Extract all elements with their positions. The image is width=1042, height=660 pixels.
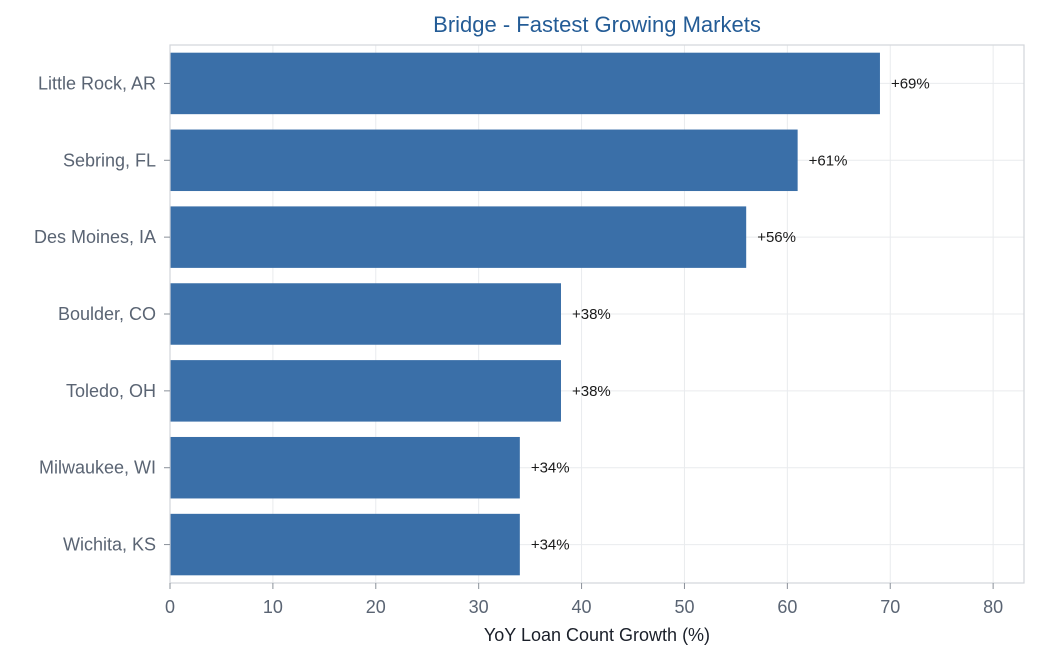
- y-tick-label: Milwaukee, WI: [39, 458, 156, 478]
- bar-value-label: +69%: [891, 75, 930, 92]
- y-tick-label: Des Moines, IA: [34, 227, 156, 247]
- bar-value-label: +34%: [531, 460, 570, 477]
- x-tick-label: 0: [165, 597, 175, 617]
- chart-title: Bridge - Fastest Growing Markets: [433, 12, 761, 37]
- bar: [170, 360, 561, 422]
- bar: [170, 52, 880, 115]
- y-tick-label: Little Rock, AR: [38, 73, 156, 93]
- x-tick-label: 50: [674, 597, 694, 617]
- bar-value-label: +61%: [809, 152, 848, 169]
- bar: [170, 283, 561, 345]
- bars: +69% +61% +56% +38% +38% +34% +34%: [170, 52, 930, 576]
- bar-value-label: +38%: [572, 306, 611, 323]
- x-tick-label: 10: [263, 597, 283, 617]
- x-tick-label: 20: [366, 597, 386, 617]
- x-tick-label: 40: [572, 597, 592, 617]
- bar: [170, 513, 520, 576]
- y-tick-label: Sebring, FL: [63, 150, 156, 170]
- bar-value-label: +56%: [757, 229, 796, 246]
- x-tick-label: 80: [983, 597, 1003, 617]
- bar-value-label: +38%: [572, 383, 611, 400]
- y-tick-label: Toledo, OH: [66, 381, 156, 401]
- y-tick-label: Boulder, CO: [58, 304, 156, 324]
- bar: [170, 206, 747, 268]
- x-tick-label: 30: [469, 597, 489, 617]
- y-tick-label: Wichita, KS: [63, 535, 156, 555]
- x-axis-label: YoY Loan Count Growth (%): [484, 625, 710, 645]
- x-tick-label: 70: [880, 597, 900, 617]
- bar: [170, 129, 798, 192]
- x-tick-label: 60: [777, 597, 797, 617]
- bar-value-label: +34%: [531, 537, 570, 554]
- axis-ticks: Little Rock, AR Sebring, FL Des Moines, IA…: [34, 73, 1003, 617]
- bar: [170, 436, 520, 499]
